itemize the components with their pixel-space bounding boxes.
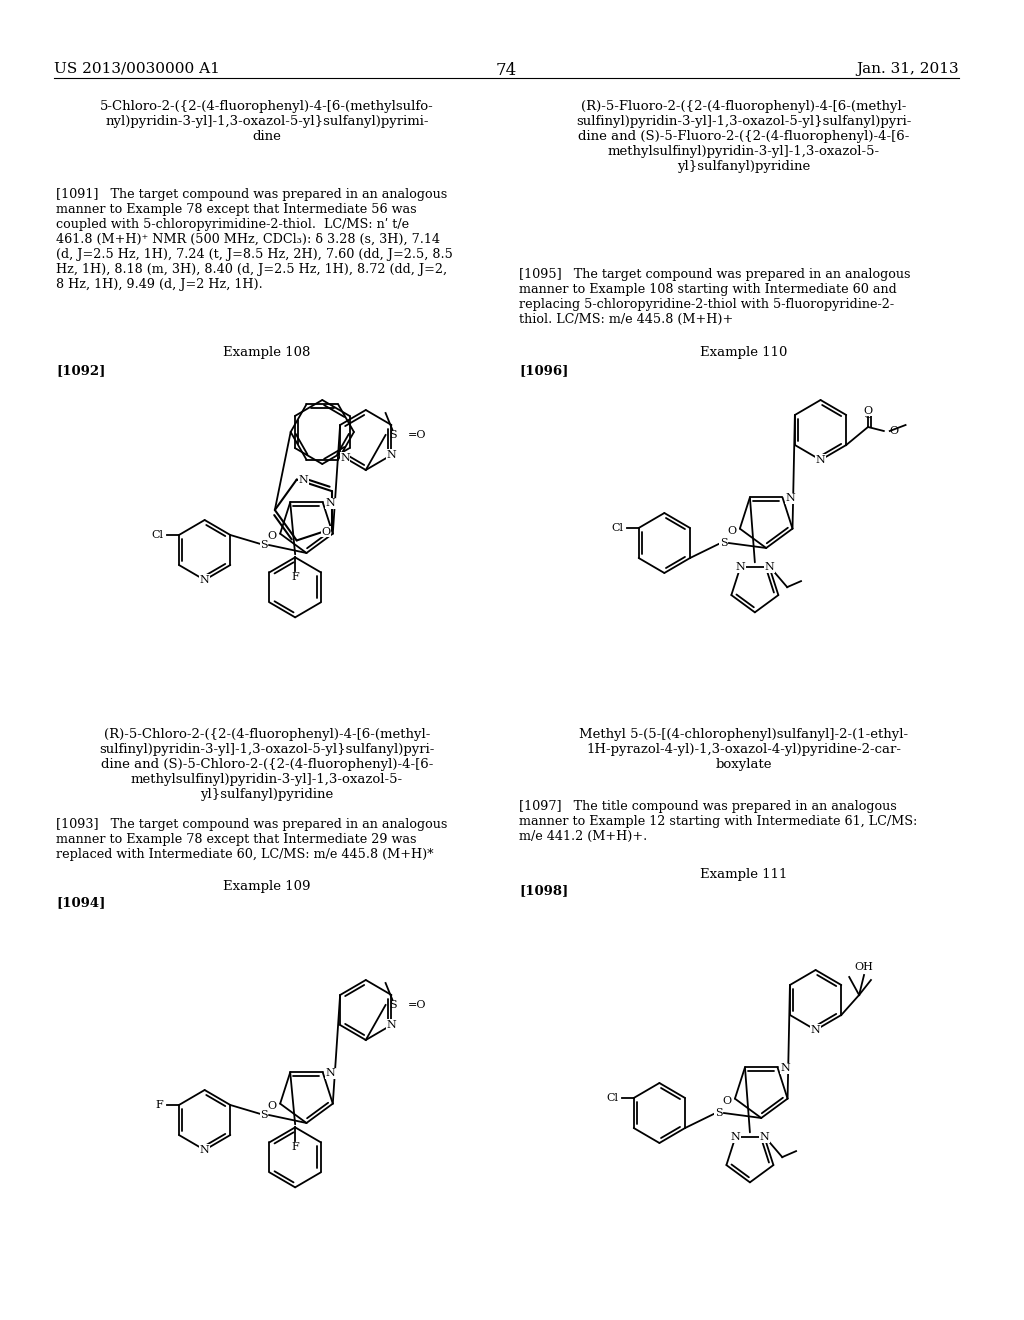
Text: N: N: [340, 453, 350, 463]
Text: S: S: [260, 1110, 267, 1119]
Text: N: N: [765, 562, 774, 572]
Text: F: F: [291, 1142, 299, 1152]
Text: [1093]   The target compound was prepared in an analogous
manner to Example 78 e: [1093] The target compound was prepared …: [56, 818, 447, 861]
Text: N: N: [785, 494, 796, 503]
Text: (R)-5-Fluoro-2-({2-(4-fluorophenyl)-4-[6-(methyl-
sulfinyl)pyridin-3-yl]-1,3-oxa: (R)-5-Fluoro-2-({2-(4-fluorophenyl)-4-[6…: [575, 100, 911, 173]
Text: (R)-5-Chloro-2-({2-(4-fluorophenyl)-4-[6-(methyl-
sulfinyl)pyridin-3-yl]-1,3-oxa: (R)-5-Chloro-2-({2-(4-fluorophenyl)-4-[6…: [99, 729, 434, 801]
Text: [1091]   The target compound was prepared in an analogous
manner to Example 78 e: [1091] The target compound was prepared …: [56, 187, 454, 290]
Text: N: N: [200, 1144, 210, 1155]
Text: O: O: [322, 527, 331, 537]
Text: N: N: [735, 562, 745, 572]
Text: N: N: [387, 1020, 396, 1030]
Text: US 2013/0030000 A1: US 2013/0030000 A1: [54, 62, 220, 77]
Text: N: N: [780, 1064, 791, 1073]
Text: [1096]: [1096]: [519, 364, 568, 378]
Text: N: N: [730, 1133, 740, 1142]
Text: N: N: [760, 1133, 769, 1142]
Text: [1095]   The target compound was prepared in an analogous
manner to Example 108 : [1095] The target compound was prepared …: [519, 268, 910, 326]
Text: Cl: Cl: [611, 523, 623, 533]
Text: N: N: [811, 1026, 820, 1035]
Text: N: N: [326, 499, 336, 508]
Text: =O: =O: [408, 1001, 426, 1010]
Text: O: O: [267, 1101, 276, 1110]
Text: 5-Chloro-2-({2-(4-fluorophenyl)-4-[6-(methylsulfo-
nyl)pyridin-3-yl]-1,3-oxazol-: 5-Chloro-2-({2-(4-fluorophenyl)-4-[6-(me…: [100, 100, 434, 143]
Text: Example 110: Example 110: [699, 346, 787, 359]
Text: S: S: [389, 430, 396, 440]
Text: S: S: [715, 1107, 723, 1118]
Text: O: O: [890, 426, 899, 436]
Text: S: S: [720, 539, 727, 548]
Text: N: N: [816, 455, 825, 465]
Text: O: O: [863, 407, 872, 416]
Text: S: S: [389, 1001, 396, 1010]
Text: O: O: [727, 525, 736, 536]
Text: O: O: [863, 411, 872, 420]
Text: F: F: [291, 573, 299, 582]
Text: F: F: [156, 1100, 163, 1110]
Text: =O: =O: [408, 430, 426, 440]
Text: Example 109: Example 109: [223, 880, 310, 894]
Text: Example 111: Example 111: [699, 869, 787, 880]
Text: Cl: Cl: [152, 531, 163, 540]
Text: S: S: [260, 540, 267, 550]
Text: OH: OH: [855, 962, 873, 972]
Text: [1094]: [1094]: [56, 896, 105, 909]
Text: [1098]: [1098]: [519, 884, 568, 898]
Text: N: N: [299, 475, 308, 484]
Text: Methyl 5-(5-[(4-chlorophenyl)sulfanyl]-2-(1-ethyl-
1H-pyrazol-4-yl)-1,3-oxazol-4: Methyl 5-(5-[(4-chlorophenyl)sulfanyl]-2…: [579, 729, 908, 771]
Text: O: O: [723, 1096, 731, 1106]
Text: O: O: [267, 531, 276, 541]
Text: Example 108: Example 108: [223, 346, 310, 359]
Text: [1092]: [1092]: [56, 364, 105, 378]
Text: N: N: [200, 576, 210, 585]
Text: 74: 74: [496, 62, 517, 79]
Text: N: N: [387, 450, 396, 459]
Text: N: N: [326, 1068, 336, 1078]
Text: Cl: Cl: [606, 1093, 617, 1104]
Text: Jan. 31, 2013: Jan. 31, 2013: [856, 62, 958, 77]
Text: [1097]   The title compound was prepared in an analogous
manner to Example 12 st: [1097] The title compound was prepared i…: [519, 800, 918, 843]
